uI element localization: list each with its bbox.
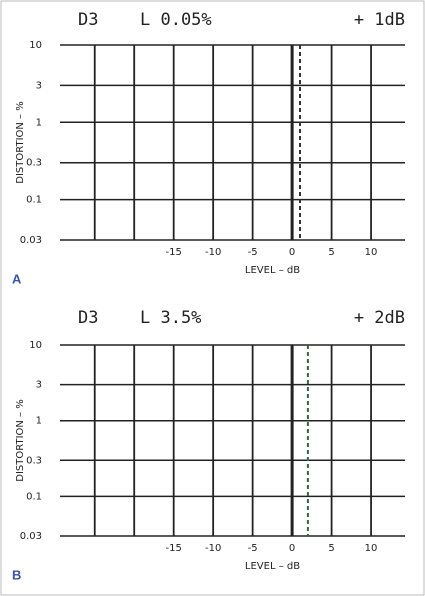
panel-label-text: D3 [78, 308, 98, 328]
y-tick-label: 10 [29, 40, 42, 51]
y-axis-label: DISTORTION – % [15, 399, 26, 481]
y-tick-label: 1 [36, 117, 42, 128]
subtitle: L 3.5% [140, 308, 201, 328]
x-tick-label: -5 [248, 543, 258, 554]
x-axis-label: LEVEL – dB [245, 561, 300, 572]
y-tick-label: 0.1 [26, 195, 42, 206]
x-tick-label: 0 [289, 543, 295, 554]
annotation: + 2dB [354, 308, 405, 328]
y-tick-label: 3 [36, 80, 42, 91]
x-tick-label: 5 [328, 247, 334, 258]
x-tick-label: 0 [289, 247, 295, 258]
panel-letter: B [12, 567, 21, 582]
y-axis-label: DISTORTION – % [15, 101, 26, 183]
y-tick-label: 1 [36, 416, 42, 427]
y-tick-label: 10 [29, 340, 42, 351]
y-tick-label: 0.3 [26, 158, 42, 169]
x-tick-label: 10 [365, 247, 378, 258]
annotation: + 1dB [354, 10, 405, 30]
panel-label-text: D3 [78, 10, 98, 30]
x-tick-label: -10 [205, 543, 221, 554]
subtitle: L 0.05% [140, 10, 212, 30]
y-tick-label: 0.03 [20, 235, 42, 246]
panel-letter: A [12, 271, 22, 286]
y-tick-label: 0.03 [20, 531, 42, 542]
y-tick-label: 0.3 [26, 455, 42, 466]
x-tick-label: 10 [365, 543, 378, 554]
x-tick-label: -10 [205, 247, 221, 258]
x-tick-label: -15 [166, 247, 182, 258]
x-tick-label: 5 [328, 543, 334, 554]
y-tick-label: 3 [36, 380, 42, 391]
x-axis-label: LEVEL – dB [245, 265, 300, 276]
y-tick-label: 0.1 [26, 491, 42, 502]
x-tick-label: -15 [166, 543, 182, 554]
x-tick-label: -5 [248, 247, 258, 258]
